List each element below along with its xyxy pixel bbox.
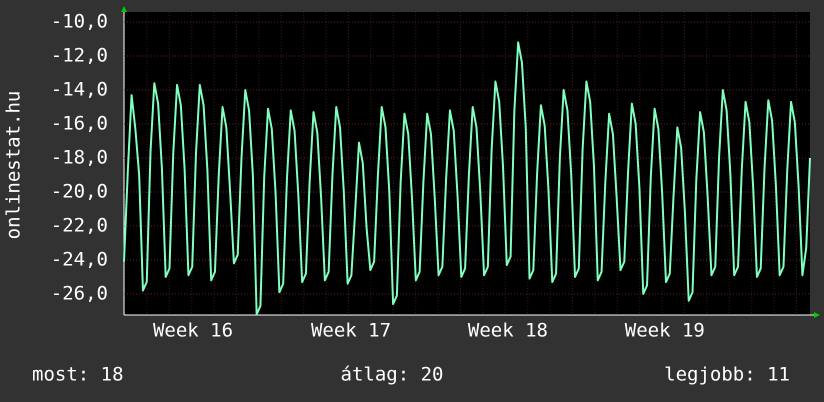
footer-best: legjobb: 11 — [664, 364, 790, 386]
y-tick-label: -12,0 — [51, 45, 108, 67]
y-tick-label: -24,0 — [51, 248, 108, 270]
data-line — [123, 41, 811, 316]
x-tick-label: Week 16 — [153, 320, 233, 342]
x-axis-arrow — [814, 312, 820, 318]
x-tick-label: Week 18 — [468, 320, 548, 342]
y-tick-label: -20,0 — [51, 180, 108, 202]
x-tick-label: Week 19 — [625, 320, 705, 342]
y-axis-arrow — [121, 6, 127, 12]
x-tick-label: Week 17 — [311, 320, 391, 342]
y-tick-label: -22,0 — [51, 214, 108, 236]
footer-current: most: 18 — [32, 364, 124, 386]
y-tick-label: -10,0 — [51, 11, 108, 33]
y-tick-label: -14,0 — [51, 79, 108, 101]
y-tick-label: -26,0 — [51, 282, 108, 304]
y-axis-title: onlinestat.hu — [3, 91, 25, 240]
day-grid — [124, 12, 810, 315]
y-tick-label: -18,0 — [51, 146, 108, 168]
y-tick-label: -16,0 — [51, 112, 108, 134]
footer-average: átlag: 20 — [341, 364, 444, 386]
